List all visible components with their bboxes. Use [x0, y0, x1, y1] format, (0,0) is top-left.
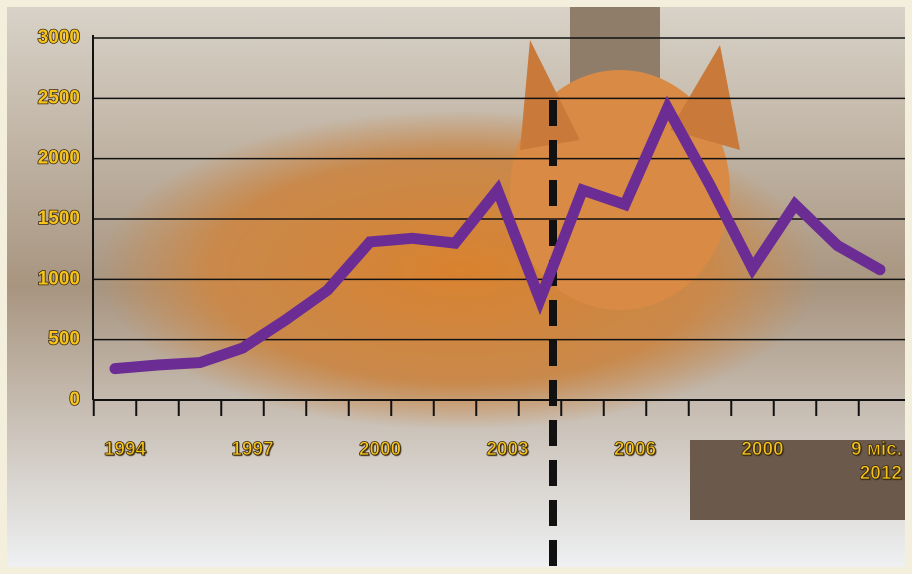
- fox-ear: [520, 40, 580, 150]
- x-tick-label: 2000: [741, 439, 784, 461]
- x-tick-label: 1997: [231, 439, 274, 461]
- log: [690, 440, 905, 520]
- x-tick-label: 2000: [358, 439, 402, 461]
- x-tick-label: 2003: [486, 439, 529, 461]
- y-tick-label: 2500: [38, 87, 80, 108]
- x-tick-label: 1994: [103, 439, 147, 461]
- y-tick-label: 500: [48, 329, 80, 350]
- y-tick-label: 1000: [38, 268, 80, 289]
- y-tick-label: 0: [69, 389, 80, 410]
- fox-ear: [670, 45, 740, 150]
- data-line: [109, 95, 886, 375]
- y-tick-label: 3000: [38, 27, 80, 48]
- y-tick-label: 2000: [38, 148, 80, 169]
- x-tick-label: 9 міс. 2012: [850, 439, 903, 485]
- x-tick-label: 2006: [613, 439, 657, 461]
- y-tick-label: 1500: [38, 208, 80, 229]
